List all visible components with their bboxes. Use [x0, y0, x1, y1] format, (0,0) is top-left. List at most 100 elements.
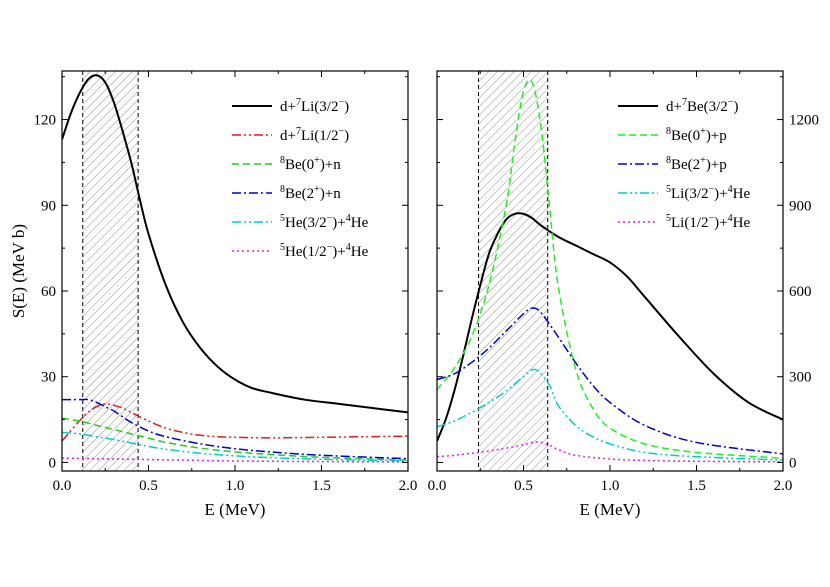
y-tick-label: 120 — [34, 113, 57, 129]
legend-text-segment: Be(2 — [671, 157, 700, 173]
legend-superscript: 5 — [666, 213, 671, 224]
x-tick-label: 2.0 — [399, 478, 418, 494]
legend-text-segment: Li(1/2 — [671, 215, 709, 231]
x-tick-label: 2.0 — [774, 478, 793, 494]
legend-text-segment: Li(3/2 — [301, 99, 339, 115]
x-tick-label: 0.0 — [428, 478, 447, 494]
x-tick-label: 0.5 — [139, 478, 158, 494]
series-line-right-2 — [437, 307, 783, 455]
series-line-right-4 — [437, 441, 783, 463]
legend-superscript: 5 — [666, 184, 671, 195]
series-group — [62, 74, 408, 463]
legend-superscript: 7 — [682, 97, 687, 108]
legend-text-segment: )+n — [320, 186, 341, 202]
legend-text-segment: ) — [733, 99, 738, 115]
y-tick-label: 30 — [41, 370, 56, 386]
legend-superscript: 4 — [728, 213, 733, 224]
x-tick-label: 1.5 — [312, 478, 331, 494]
legend-entry: 5He(3/2−)+4He — [280, 213, 369, 231]
legend-text-segment: ) — [344, 99, 349, 115]
y-tick-label: 0 — [49, 455, 57, 471]
legend-superscript: 4 — [728, 184, 733, 195]
legend-entry: d+7Be(3/2−) — [666, 97, 738, 115]
legend-text-segment: He — [733, 215, 751, 231]
legend-superscript: − — [327, 213, 333, 224]
series-line-left-0 — [62, 74, 408, 414]
legend-superscript: − — [709, 184, 715, 195]
x-tick-label: 0.5 — [514, 478, 533, 494]
legend-superscript: + — [314, 155, 320, 166]
legend-superscript: 4 — [346, 242, 351, 253]
x-tick-label: 0.0 — [53, 478, 72, 494]
y-tick-label: 1200 — [789, 113, 819, 129]
legend-text-segment: )+p — [706, 157, 727, 173]
legend-entry: 5Li(1/2−)+4He — [666, 213, 750, 231]
legend-text-segment: Be(0 — [671, 128, 700, 144]
legend-superscript: 8 — [280, 155, 285, 166]
legend-superscript: 8 — [666, 155, 671, 166]
legend-entry: 5He(1/2−)+4He — [280, 242, 369, 260]
legend-text-segment: d+ — [666, 99, 682, 115]
x-tick-label: 1.0 — [226, 478, 245, 494]
legend-text-segment: Be(3/2 — [687, 99, 728, 115]
left-panel: 0.0 0.5 1.0 1.5 2.0 0 30 60 90 120 E (MeV) S(E) (Me… — [9, 70, 418, 519]
legend-text-segment: He(3/2 — [285, 215, 327, 231]
legend-entry: d+7Li(1/2−) — [280, 126, 349, 144]
legend-text-segment: Be(0 — [285, 157, 314, 173]
legend-superscript: 7 — [296, 126, 301, 137]
legend-text-segment: He — [351, 215, 369, 231]
y-tick-label: 300 — [789, 370, 812, 386]
legend-superscript: − — [709, 213, 715, 224]
legend-text-segment: )+p — [706, 128, 727, 144]
legend-text-segment: Li(1/2 — [301, 128, 339, 144]
legend-superscript: 8 — [666, 126, 671, 137]
legend-superscript: − — [338, 97, 344, 108]
series-line-left-4 — [62, 431, 408, 462]
legend-superscript: + — [700, 155, 706, 166]
legend-superscript: + — [314, 184, 320, 195]
y-axis-label: S(E) (MeV b) — [9, 224, 28, 318]
legend-superscript: + — [700, 126, 706, 137]
legend-text-segment: He — [733, 186, 751, 202]
x-tick-label: 1.0 — [601, 478, 620, 494]
legend-entry: 5Li(3/2−)+4He — [666, 184, 750, 202]
series-line-left-2 — [62, 417, 408, 461]
legend-text-segment: d+ — [280, 99, 296, 115]
x-axis-label: E (MeV) — [580, 500, 641, 519]
y-tick-label: 90 — [41, 198, 56, 214]
legend-superscript: 4 — [346, 213, 351, 224]
legend-superscript: − — [728, 97, 734, 108]
legend-text-segment: He — [351, 244, 369, 260]
series-line-left-3 — [62, 398, 408, 460]
series-line-left-5 — [62, 457, 408, 463]
legend-text-segment: ) — [344, 128, 349, 144]
legend-text-segment: )+n — [320, 157, 341, 173]
x-axis-label: E (MeV) — [205, 500, 266, 519]
legend-text-segment: Li(3/2 — [671, 186, 709, 202]
legend-superscript: 5 — [280, 213, 285, 224]
series-line-left-1 — [62, 403, 408, 442]
legend-superscript: − — [327, 242, 333, 253]
shaded-region — [478, 71, 548, 471]
x-tick-label: 1.5 — [687, 478, 706, 494]
legend-superscript: 5 — [280, 242, 285, 253]
y-tick-label: 600 — [789, 284, 812, 300]
legend-entry: 8Be(0+)+p — [666, 126, 727, 144]
legend-superscript: − — [338, 126, 344, 137]
shaded-region — [82, 71, 139, 471]
series-line-right-1 — [437, 79, 783, 459]
y-tick-label: 0 — [789, 455, 797, 471]
legend-text-segment: Be(2 — [285, 186, 314, 202]
legend-entry: 8Be(2+)+n — [280, 184, 341, 202]
legend-text-segment: )+ — [714, 186, 727, 202]
legend-text-segment: )+ — [714, 215, 727, 231]
legend-entry: d+7Li(3/2−) — [280, 97, 349, 115]
legend-superscript: 7 — [296, 97, 301, 108]
legend-entry: 8Be(0+)+n — [280, 155, 341, 173]
legend-text-segment: )+ — [332, 244, 345, 260]
series-line-right-0 — [437, 212, 783, 442]
series-line-right-3 — [437, 368, 783, 461]
legend-text-segment: d+ — [280, 128, 296, 144]
